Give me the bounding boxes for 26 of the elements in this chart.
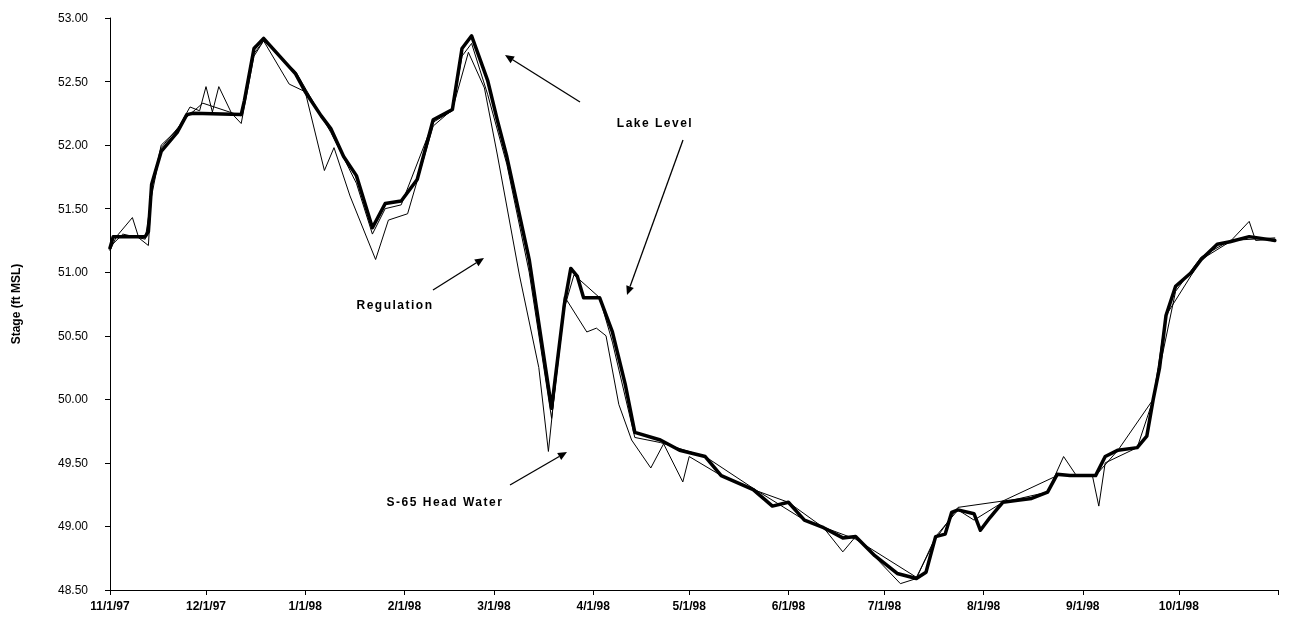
x-tick-label: 12/1/97	[185, 599, 227, 613]
y-tick-label: 52.50	[57, 74, 89, 89]
y-tick-label: 51.50	[57, 201, 89, 216]
y-tick-label: 50.00	[57, 392, 89, 407]
y-axis-title: Stage (ft MSL)	[9, 263, 23, 345]
x-tick-label: 9/1/98	[1066, 599, 1100, 613]
x-tick-label: 5/1/98	[672, 599, 707, 613]
x-tick-label: 8/1/98	[966, 599, 1001, 613]
y-tick-label: 53.00	[57, 11, 89, 25]
x-tick-label: 10/1/98	[1158, 599, 1200, 613]
y-tick-label: 51.00	[57, 265, 89, 280]
x-tick-label: 6/1/98	[771, 599, 806, 613]
y-tick-label: 49.00	[57, 519, 89, 534]
x-tick-label: 3/1/98	[477, 599, 511, 613]
y-tick-label: 49.50	[57, 455, 89, 470]
y-tick-label: 50.50	[57, 328, 89, 343]
annotation: Regulation	[356, 298, 434, 313]
x-tick-label: 1/1/98	[288, 599, 323, 613]
annotation: Lake Level	[616, 116, 694, 131]
y-tick-label: 52.00	[57, 138, 89, 153]
x-tick-label: 2/1/98	[387, 599, 422, 613]
y-tick-label: 48.50	[57, 583, 89, 597]
annotation: S-65 Head Water	[386, 495, 504, 510]
x-tick-label: 4/1/98	[576, 599, 611, 613]
x-tick-label: 11/1/97	[90, 599, 131, 613]
x-tick-label: 7/1/98	[867, 599, 902, 613]
